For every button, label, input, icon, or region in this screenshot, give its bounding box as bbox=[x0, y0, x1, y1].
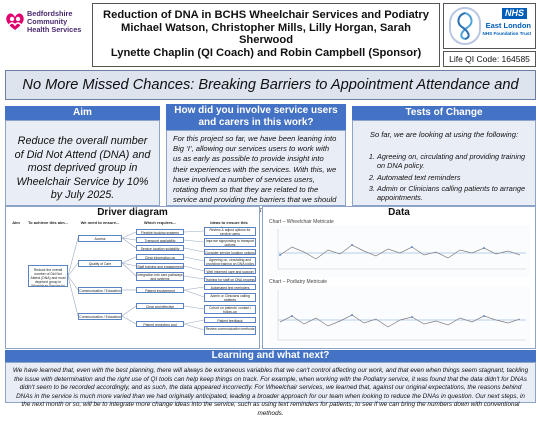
change-idea: Improve signposting to transport options bbox=[204, 238, 256, 247]
driver-col-header: To achieve this aim... bbox=[28, 220, 68, 225]
driver-col-header: Which requires... bbox=[143, 220, 177, 225]
data-section: Data Chart – Wheelchair Metricate Chart … bbox=[262, 206, 536, 349]
driver-aim-box: Reduce the overall number of Did Not Att… bbox=[28, 265, 68, 287]
secondary-driver: Clear and effective communication bbox=[136, 303, 184, 309]
tests-heading: Tests of Change bbox=[352, 106, 536, 120]
driver-col-header: We need to ensure... bbox=[80, 220, 120, 225]
secondary-driver: Patient reminders and engagement bbox=[136, 321, 184, 327]
change-idea: Patient feedback bbox=[204, 317, 256, 323]
change-idea: Automated text reminders bbox=[204, 284, 256, 290]
secondary-driver: Clear information on appointments bbox=[136, 254, 184, 260]
list-item: Agreeing on, circulating and providing t… bbox=[377, 152, 529, 171]
secondary-driver: Integration into care pathways and syste… bbox=[136, 272, 184, 281]
poster-title: Reduction of DNA in BCHS Wheelchair Serv… bbox=[92, 3, 440, 67]
trust-name-sub: NHS Foundation Trust bbox=[482, 31, 532, 36]
change-idea: Training for staff on DNA process bbox=[204, 276, 256, 282]
change-idea: Well informed care and support bbox=[204, 268, 256, 274]
org-name-line: Community bbox=[27, 16, 68, 26]
swirl-icon bbox=[457, 12, 473, 40]
learning-panel: We have learned that, even with the best… bbox=[5, 362, 536, 417]
change-idea: Review & adjust options for service user… bbox=[204, 227, 256, 236]
heart-people-icon bbox=[6, 13, 24, 30]
list-item: Admin or Clinicians calling patients to … bbox=[377, 184, 529, 203]
nhs-badge: NHS bbox=[502, 8, 528, 19]
tests-list: Agreeing on, circulating and providing t… bbox=[353, 139, 535, 202]
list-item: Automated text reminders bbox=[377, 173, 529, 182]
driver-col-header: Aim bbox=[12, 220, 20, 225]
authors-line: Lynette Chaplin (QI Coach) and Robin Cam… bbox=[110, 46, 422, 59]
change-idea: Cohort on patients' contact / follow-up bbox=[204, 305, 256, 314]
org-logo: Bedfordshire Community Health Services bbox=[4, 6, 90, 46]
primary-driver: Access bbox=[78, 235, 122, 242]
change-idea: Consider service location options bbox=[204, 249, 256, 255]
org-name-line: Health Services bbox=[27, 24, 82, 34]
change-idea: Agreeing on, circulating and providing t… bbox=[204, 257, 256, 266]
aim-text: Reduce the overall number of Did Not Att… bbox=[14, 135, 151, 201]
qi-code: Life QI Code: 164585 bbox=[443, 51, 536, 67]
secondary-driver: Patient involvement bbox=[136, 287, 184, 293]
aim-panel: Reduce the overall number of Did Not Att… bbox=[5, 120, 160, 206]
change-idea: Review communication methods bbox=[204, 326, 256, 335]
driver-section: Driver diagram Aim To achieve this aim..… bbox=[5, 206, 260, 349]
secondary-driver: Service location suitability bbox=[136, 245, 184, 251]
primary-driver: Quality of Care bbox=[78, 260, 122, 267]
primary-driver: Communication / Education bbox=[78, 313, 122, 320]
authors-line: Michael Watson, Christopher Mills, Lilly… bbox=[121, 21, 411, 47]
tests-panel: So far, we are looking at using the foll… bbox=[352, 120, 536, 206]
chart-title: Chart – Wheelchair Metricate bbox=[269, 219, 334, 225]
data-heading: Data bbox=[388, 207, 410, 218]
learning-heading: Learning and what next? bbox=[5, 350, 536, 362]
involvement-panel: For this project so far, we have been le… bbox=[166, 130, 346, 214]
trust-name: East London bbox=[485, 21, 531, 30]
secondary-driver: Flexible booking systems bbox=[136, 229, 184, 235]
aim-heading: Aim bbox=[5, 106, 160, 120]
change-idea: Admin or Clinicians calling patients bbox=[204, 293, 256, 302]
chart-title: Chart – Podiatry Metricate bbox=[269, 279, 328, 285]
driver-heading: Driver diagram bbox=[97, 207, 168, 218]
involvement-heading: How did you involve service users and ca… bbox=[166, 104, 346, 130]
primary-driver: Communication / Education bbox=[78, 287, 122, 294]
tests-intro: So far, we are looking at using the foll… bbox=[369, 130, 519, 139]
learning-text: We have learned that, even with the best… bbox=[12, 367, 529, 417]
title-line: Reduction of DNA in BCHS Wheelchair Serv… bbox=[103, 9, 429, 21]
podiatry-chart bbox=[268, 286, 530, 346]
secondary-driver: Transport availability bbox=[136, 237, 184, 243]
nhs-logo: NHS East London NHS Foundation Trust bbox=[443, 3, 536, 49]
org-name-line: Bedfordshire bbox=[27, 9, 73, 18]
wheelchair-chart bbox=[268, 225, 530, 277]
project-banner: No More Missed Chances: Breaking Barrier… bbox=[5, 70, 536, 121]
secondary-driver: Staff training and engagement bbox=[136, 263, 184, 269]
